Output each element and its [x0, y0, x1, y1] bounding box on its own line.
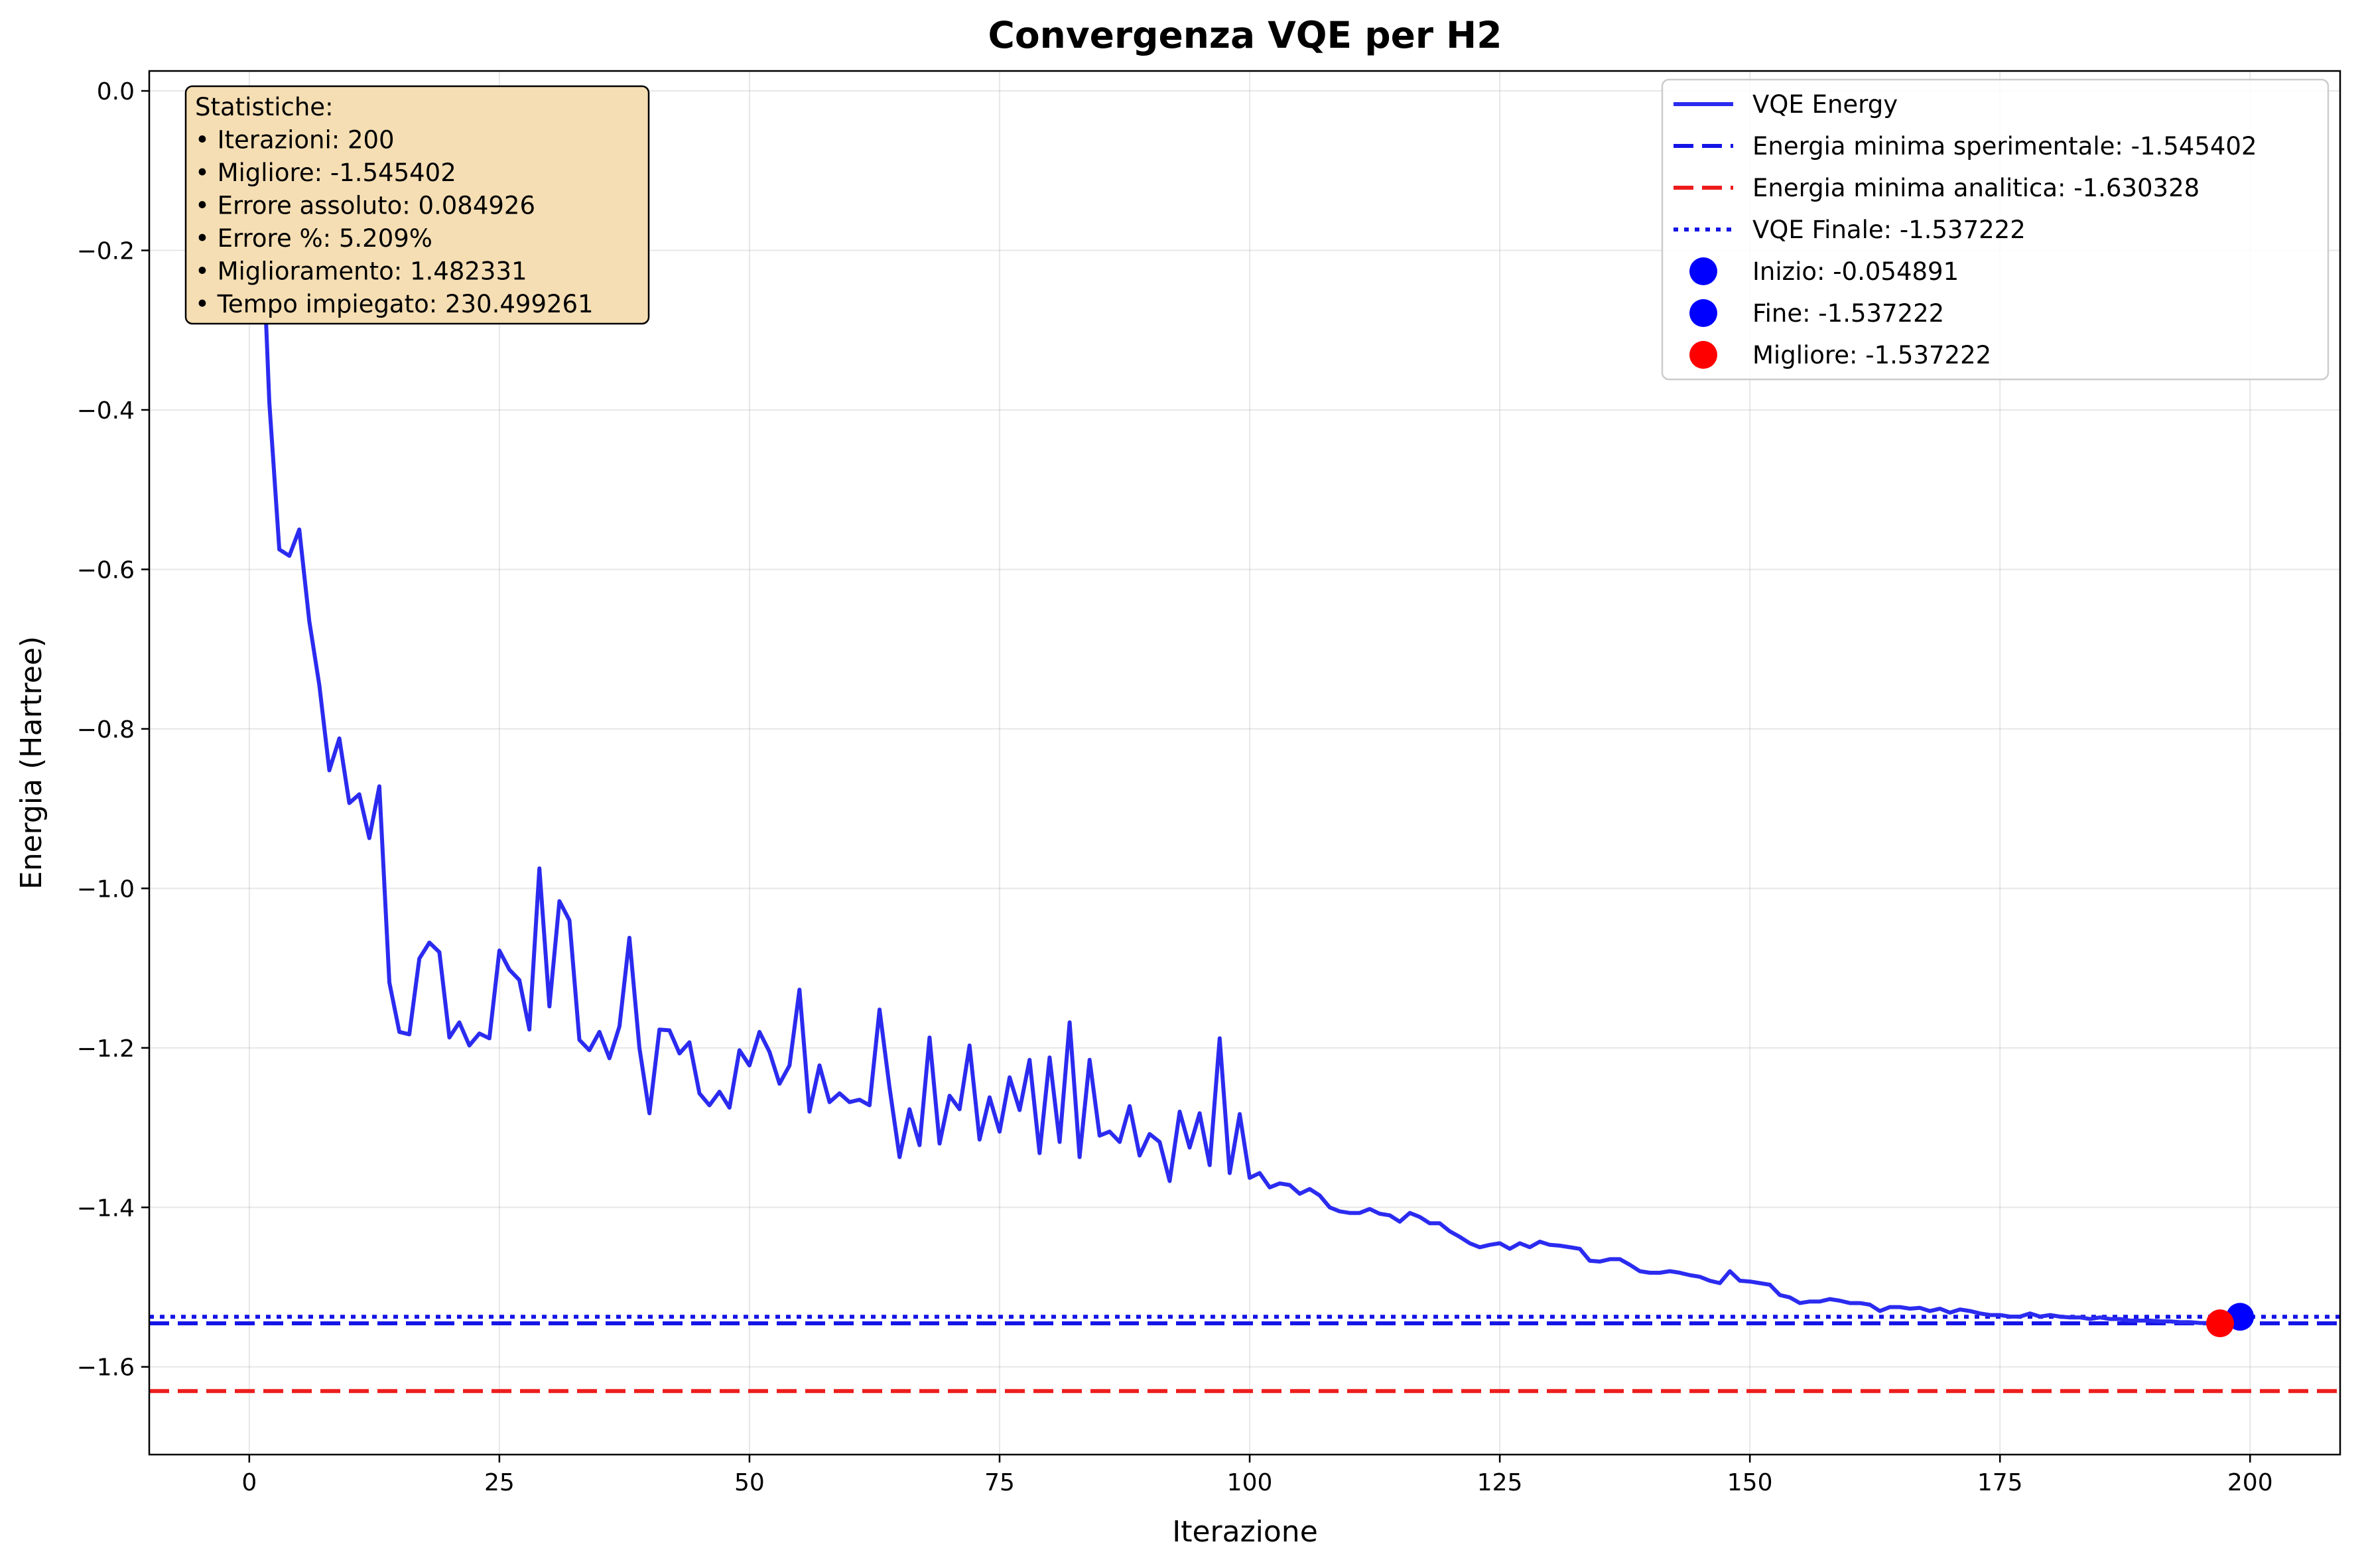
y-tick-label: −1.4 — [77, 1195, 135, 1222]
statistics-line: Statistiche: — [195, 93, 334, 121]
y-tick-label: −0.8 — [77, 716, 135, 744]
reference-lines — [149, 1315, 2340, 1394]
legend-frame — [1661, 78, 2330, 381]
legend-label: Energia minima analitica: -1.630328 — [1752, 174, 2200, 202]
x-tick-label: 200 — [2227, 1469, 2273, 1496]
statistics-line: • Errore assoluto: 0.084926 — [195, 192, 535, 220]
legend-swatch-marker — [1689, 299, 1717, 327]
series-line-vqe-energy — [247, 133, 2241, 1325]
plot-frame — [148, 70, 2341, 1456]
statistics-line: • Migliore: -1.545402 — [195, 159, 456, 187]
legend-swatch-marker — [1689, 341, 1717, 369]
x-tick-label: 75 — [984, 1469, 1015, 1496]
x-tick-label: 25 — [484, 1469, 515, 1496]
statistics-line: • Miglioramento: 1.482331 — [195, 257, 527, 286]
legend-label: VQE Energy — [1752, 90, 1898, 119]
y-tick-label: −1.6 — [77, 1354, 135, 1382]
chart-title: Convergenza VQE per H2 — [988, 14, 1502, 56]
x-tick-label: 100 — [1227, 1469, 1273, 1496]
statistics-line: • Tempo impiegato: 230.499261 — [195, 290, 594, 318]
statistics-line: • Iterazioni: 200 — [195, 126, 395, 155]
marker-point — [2206, 1309, 2235, 1338]
x-axis-label: Iterazione — [1172, 1515, 1318, 1549]
statistics-box: Statistiche: • Iterazioni: 200 • Migliore:… — [184, 85, 650, 325]
legend-label: Migliore: -1.537222 — [1752, 341, 1991, 369]
statistics-box-background — [184, 85, 650, 325]
y-tick-label: 0.0 — [97, 78, 135, 105]
y-tick-label: −0.4 — [77, 397, 135, 425]
x-tick-label: 0 — [241, 1469, 257, 1496]
x-tick-label: 50 — [734, 1469, 765, 1496]
y-tick-label: −1.0 — [77, 876, 135, 903]
legend: VQE Energy Energia minima sperimentale: -… — [1661, 78, 2330, 381]
axis-ticks: 0 25 50 75 100 125 150 175 200 0.0 −0.2 −0.4 −0.6 −0.… — [77, 78, 2273, 1496]
y-tick-label: −1.2 — [77, 1035, 135, 1063]
x-tick-label: 125 — [1477, 1469, 1523, 1496]
series-layer — [247, 133, 2241, 1325]
statistics-line: • Errore %: 5.209% — [195, 224, 432, 253]
legend-label: Fine: -1.537222 — [1752, 299, 1944, 328]
y-tick-label: −0.6 — [77, 556, 135, 584]
y-tick-label: −0.2 — [77, 238, 135, 265]
legend-label: VQE Finale: -1.537222 — [1752, 216, 2026, 244]
legend-label: Inizio: -0.054891 — [1752, 257, 1959, 286]
legend-swatch-marker — [1689, 257, 1717, 285]
legend-label: Energia minima sperimentale: -1.545402 — [1752, 132, 2257, 161]
x-tick-label: 175 — [1977, 1469, 2023, 1496]
y-axis-label: Energia (Hartree) — [15, 636, 48, 889]
x-tick-label: 150 — [1727, 1469, 1773, 1496]
